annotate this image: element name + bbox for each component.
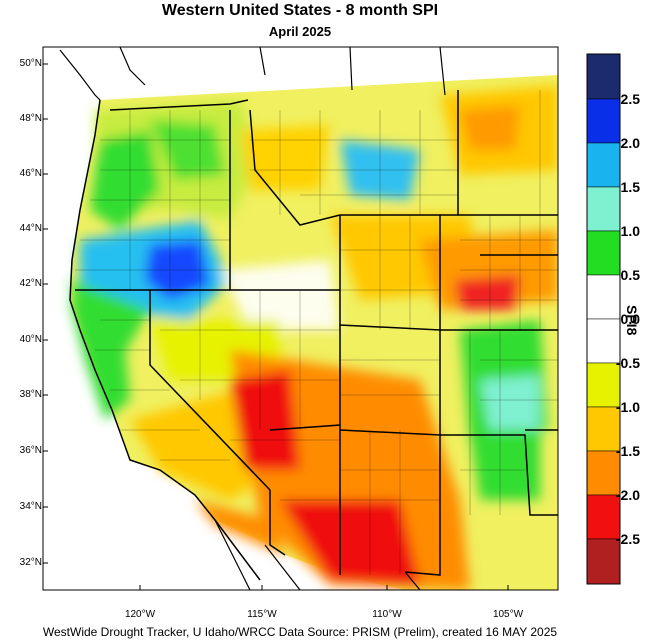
colorbar-label: 2.5: [620, 91, 640, 107]
lat-label: 32°N: [19, 557, 42, 568]
colorbar-label: 0.0: [620, 311, 640, 327]
colorbar-swatch: [586, 230, 621, 276]
colorbar-swatch: [586, 318, 621, 364]
plot-frame: [42, 46, 559, 591]
lat-label: 50°N: [19, 58, 42, 69]
colorbar-label: 0.5: [620, 267, 640, 283]
footer-credits: WestWide Drought Tracker, U Idaho/WRCC D…: [42, 625, 558, 639]
lon-label: 110°W: [372, 609, 402, 620]
international-context: [59, 47, 446, 590]
lon-label: 115°W: [247, 609, 277, 620]
lat-label: 40°N: [19, 334, 42, 345]
colorbar-label: -2.0: [615, 487, 640, 503]
colorbar-swatch: [586, 450, 621, 496]
county-borders: [75, 90, 558, 575]
map-title: Western United States - 8 month SPI: [161, 2, 439, 19]
lon-label: 120°W: [124, 609, 156, 620]
colorbar-label: -1.0: [615, 399, 640, 415]
lat-label: 36°N: [19, 445, 42, 456]
colorbar-swatch: [586, 274, 621, 320]
colorbar-label: -0.5: [615, 355, 640, 371]
colorbar-label: -2.5: [615, 531, 640, 547]
colorbar-frame: [586, 53, 621, 585]
lon-label: 105°W: [492, 609, 524, 620]
colorbar-label: 2.0: [620, 135, 640, 151]
colorbar-title: SPI8: [624, 305, 640, 336]
lat-label: 44°N: [19, 223, 42, 234]
lat-label: 34°N: [19, 501, 42, 512]
lat-label: 38°N: [19, 389, 42, 400]
colorbar-swatch: [586, 186, 621, 232]
colorbar-label: 1.0: [620, 223, 640, 239]
lat-label: 42°N: [19, 278, 42, 289]
map-subtitle: April 2025: [268, 24, 332, 39]
colorbar: [586, 53, 621, 585]
lat-label: 46°N: [19, 168, 42, 179]
colorbar-swatch: [586, 98, 621, 144]
colorbar-label: 1.5: [620, 179, 640, 195]
colorbar-label: -1.5: [615, 443, 640, 459]
lat-ticks: [43, 63, 48, 564]
spi-field: [59, 47, 558, 590]
lat-label: 48°N: [19, 113, 42, 124]
lon-ticks: [139, 585, 509, 590]
